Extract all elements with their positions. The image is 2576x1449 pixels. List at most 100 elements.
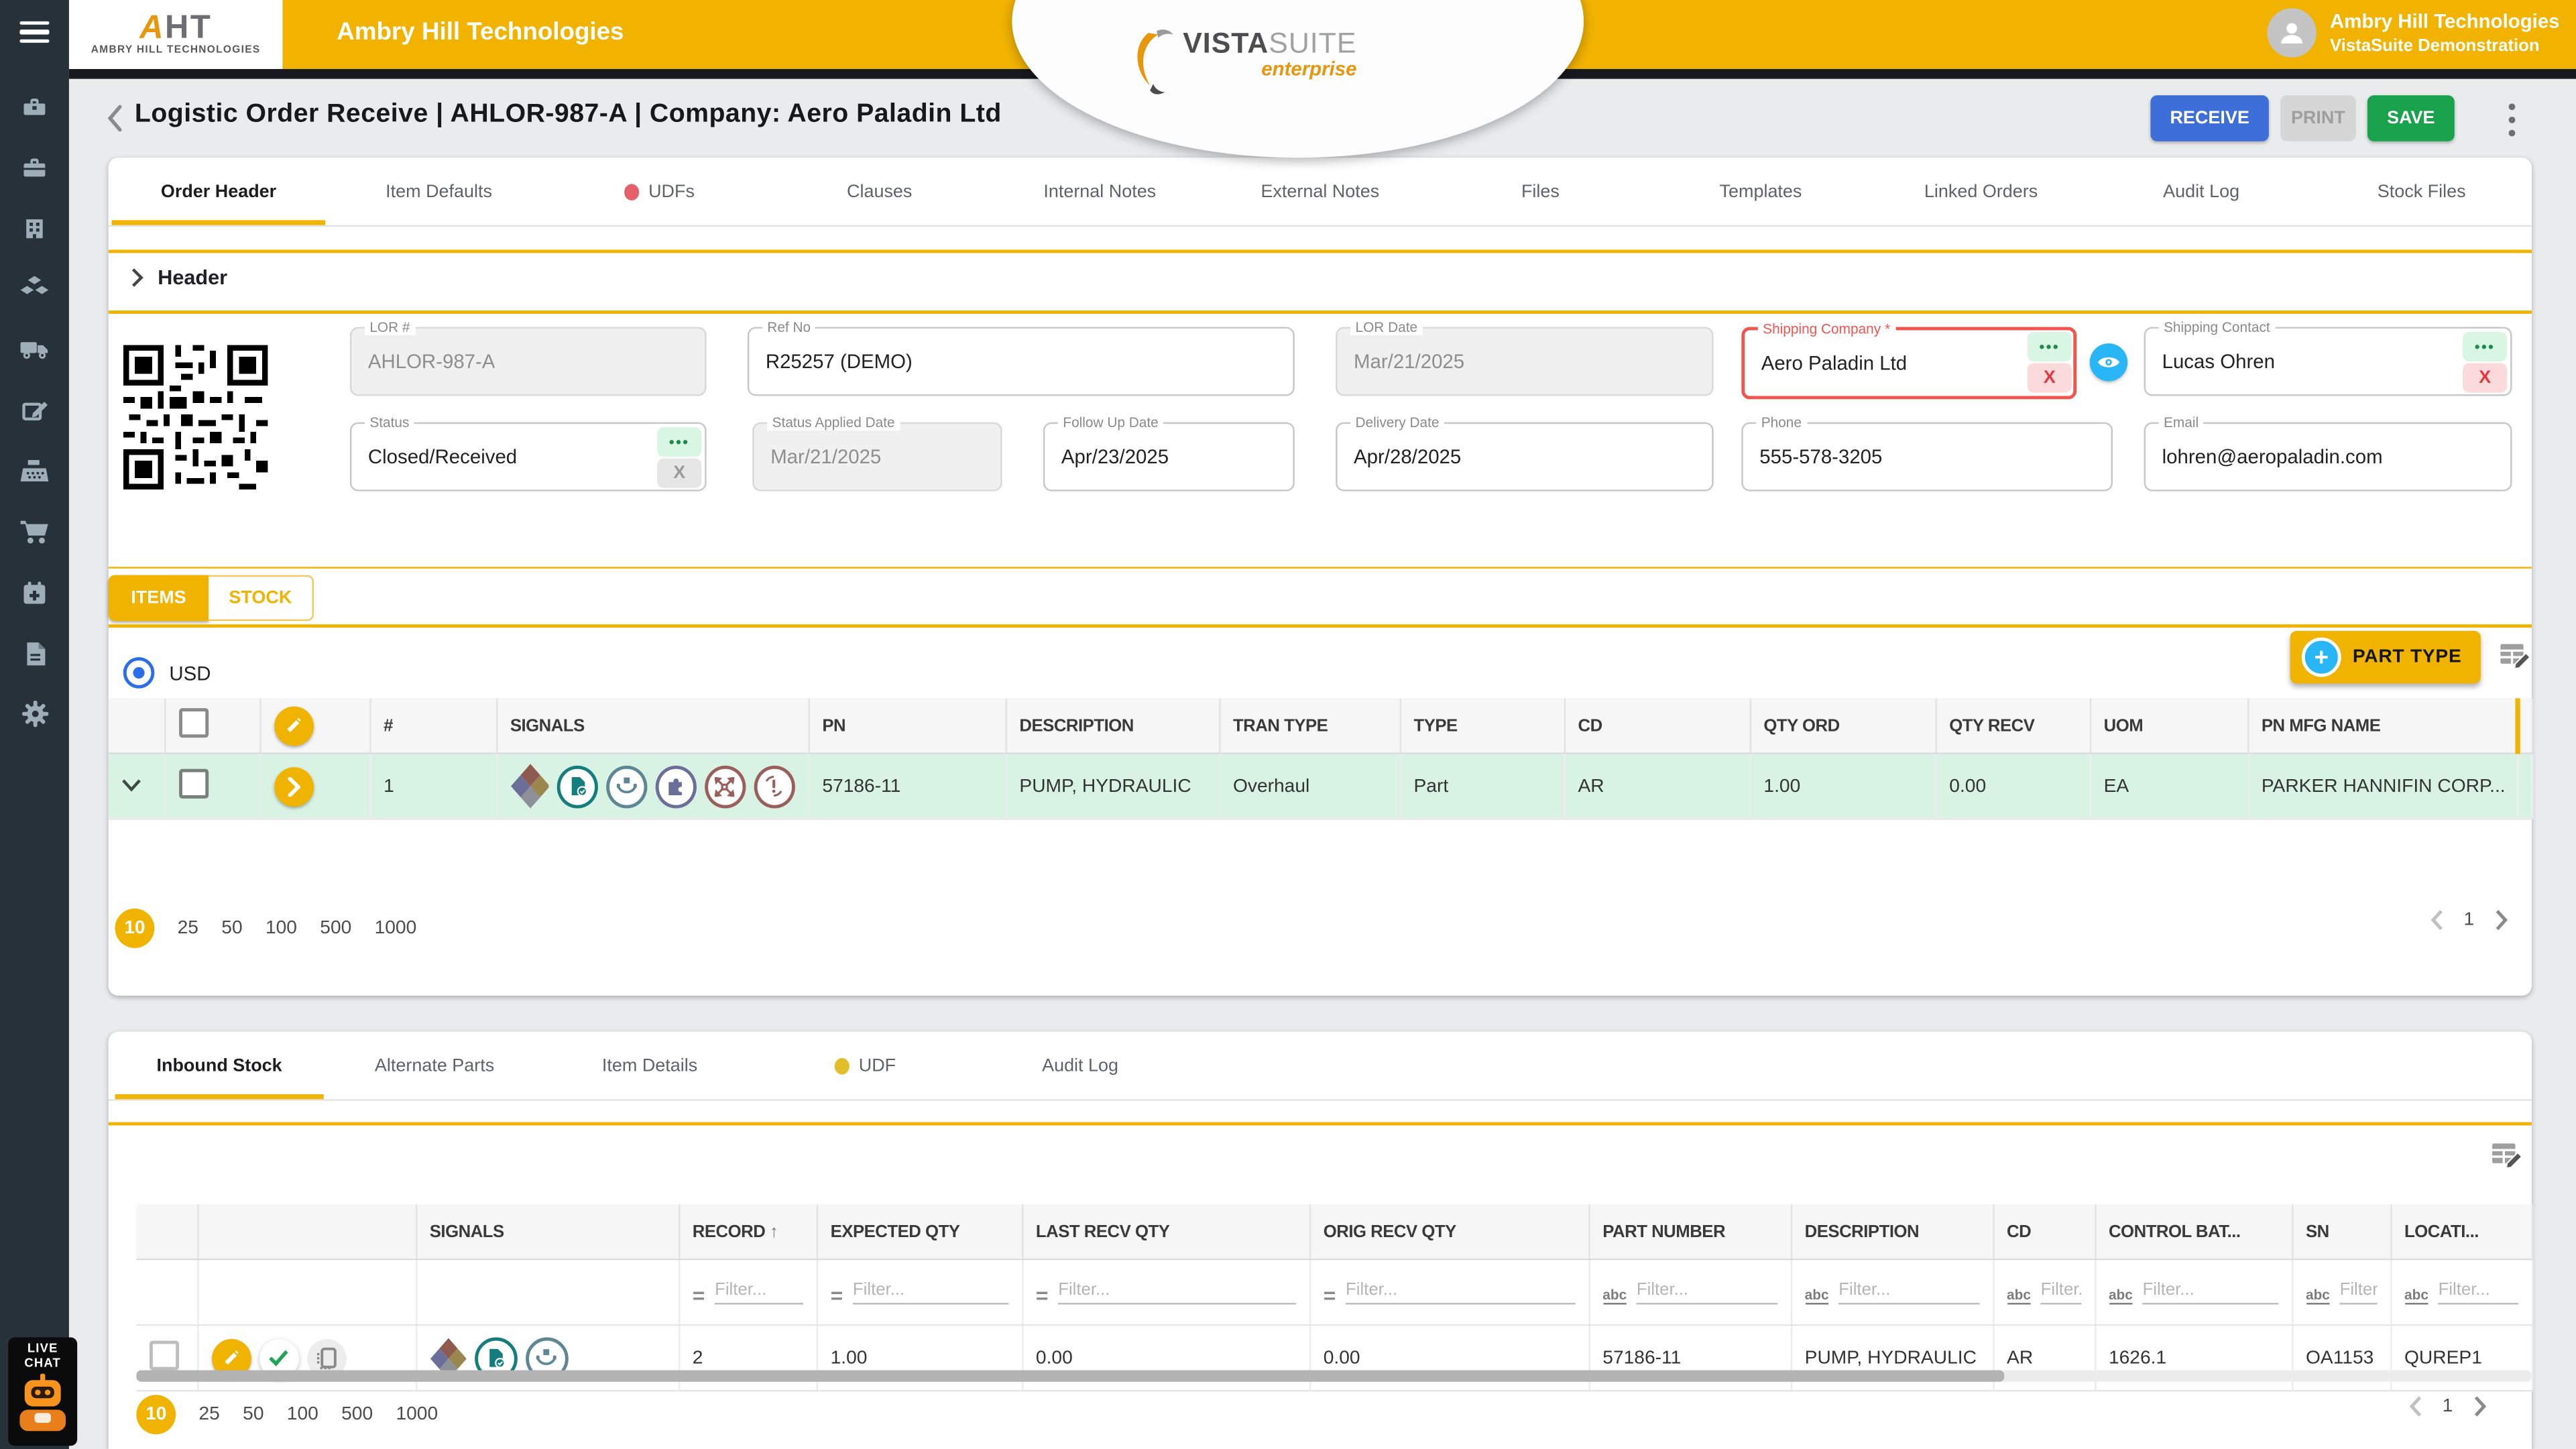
quad-diamond-signal-icon[interactable] <box>510 762 549 810</box>
col-description[interactable]: DESCRIPTION <box>1006 698 1220 753</box>
next-page-chevron-icon[interactable] <box>2473 1395 2487 1417</box>
expand-row-chevron-icon[interactable] <box>121 778 141 791</box>
shipping-contact-lookup-button[interactable]: ••• <box>2463 332 2507 361</box>
tab-inbound-stock[interactable]: Inbound Stock <box>112 1032 327 1099</box>
save-button[interactable]: SAVE <box>2367 95 2455 141</box>
col2-location[interactable]: LOCATI... <box>2390 1204 2532 1259</box>
detail-table-settings-icon[interactable] <box>2491 1142 2524 1178</box>
text-filter-icon[interactable]: abc <box>2109 1288 2133 1305</box>
shipping-company-lookup-button[interactable]: ••• <box>2028 332 2072 361</box>
items-toggle-button[interactable]: ITEMS <box>109 575 209 622</box>
add-part-type-button[interactable]: + PART TYPE <box>2290 631 2481 683</box>
col2-control-batch[interactable]: CONTROL BAT... <box>2095 1204 2292 1259</box>
current-page-number[interactable]: 1 <box>2463 910 2474 929</box>
col2-record[interactable]: RECORD ↑ <box>679 1204 817 1259</box>
settings-gear-icon[interactable] <box>19 700 49 728</box>
phone-field[interactable]: Phone 555-578-3205 <box>1741 422 2113 491</box>
status-lookup-button[interactable]: ••• <box>657 427 701 457</box>
back-chevron-icon[interactable] <box>105 103 125 133</box>
status-clear-button[interactable]: X <box>657 459 701 488</box>
tab-order-header[interactable]: Order Header <box>109 158 329 225</box>
col-signals[interactable]: SIGNALS <box>496 698 809 753</box>
page-size-25[interactable]: 25 <box>198 1405 219 1424</box>
horizontal-scrollbar[interactable] <box>136 1371 2532 1382</box>
user-menu[interactable]: Ambry Hill Technologies VistaSuite Demon… <box>2268 8 2560 58</box>
col-pn[interactable]: PN <box>809 698 1006 753</box>
col-type[interactable]: TYPE <box>1400 698 1564 753</box>
cd-filter-input[interactable] <box>2041 1280 2081 1305</box>
shipping-company-clear-button[interactable]: X <box>2028 363 2072 393</box>
location-filter-input[interactable] <box>2439 1280 2518 1305</box>
col-qty-recv[interactable]: QTY RECV <box>1935 698 2089 753</box>
status-field[interactable]: Status Closed/Received •••X <box>350 422 707 491</box>
current-page-number[interactable]: 1 <box>2443 1397 2453 1416</box>
shipping-contact-clear-button[interactable]: X <box>2463 363 2507 393</box>
tab-external-notes[interactable]: External Notes <box>1210 158 1431 225</box>
tab-item-defaults[interactable]: Item Defaults <box>329 158 549 225</box>
more-options-kebab-icon[interactable] <box>2507 103 2517 136</box>
delivery-date-field[interactable]: Delivery Date Apr/28/2025 <box>1336 422 1714 491</box>
description-filter-input[interactable] <box>1838 1280 1979 1305</box>
page-size-50[interactable]: 50 <box>243 1405 264 1424</box>
tab-linked-orders[interactable]: Linked Orders <box>1871 158 2091 225</box>
col2-part-number[interactable]: PART NUMBER <box>1588 1204 1790 1259</box>
prev-page-chevron-icon[interactable] <box>2429 909 2444 931</box>
col2-cd[interactable]: CD <box>1993 1204 2095 1259</box>
col2-sn[interactable]: SN <box>2292 1204 2390 1259</box>
page-size-100[interactable]: 100 <box>287 1405 318 1424</box>
table-settings-icon[interactable] <box>2499 642 2532 679</box>
live-chat-widget[interactable]: LIVE CHAT <box>8 1338 77 1446</box>
ref-no-field[interactable]: Ref No R25257 (DEMO) <box>748 327 1295 396</box>
col-next-truncated[interactable]: P <box>2517 698 2532 753</box>
col2-expected-qty[interactable]: EXPECTED QTY <box>817 1204 1022 1259</box>
col2-description[interactable]: DESCRIPTION <box>1791 1204 1993 1259</box>
tab-audit-log[interactable]: Audit Log <box>2091 158 2312 225</box>
items-row-1[interactable]: 1 57186-11 PUMP, HYDRAULIC Overhaul Part… <box>109 753 2532 819</box>
section-expand-chevron-icon[interactable] <box>130 268 145 287</box>
col2-orig-recv-qty[interactable]: ORIG RECV QTY <box>1309 1204 1589 1259</box>
page-size-1000[interactable]: 1000 <box>396 1405 438 1424</box>
control-batch-filter-input[interactable] <box>2143 1280 2278 1305</box>
calendar-add-icon[interactable] <box>19 579 49 607</box>
numeric-filter-icon[interactable]: = <box>1036 1287 1049 1305</box>
prev-page-chevron-icon[interactable] <box>2408 1395 2422 1417</box>
open-item-arrow-button[interactable] <box>274 766 313 806</box>
col-tran-type[interactable]: TRAN TYPE <box>1219 698 1400 753</box>
numeric-filter-icon[interactable]: = <box>693 1287 705 1305</box>
last-recv-qty-filter-input[interactable] <box>1058 1280 1295 1305</box>
shipping-contact-field[interactable]: Shipping Contact Lucas Ohren •••X <box>2144 327 2512 396</box>
part-number-filter-input[interactable] <box>1637 1280 1777 1305</box>
edit-note-icon[interactable] <box>19 396 49 424</box>
expected-qty-filter-input[interactable] <box>853 1280 1008 1305</box>
tab-internal-notes[interactable]: Internal Notes <box>990 158 1210 225</box>
parts-cubes-icon[interactable] <box>19 274 49 302</box>
document-check-signal-icon[interactable] <box>557 765 598 808</box>
col-pn-mfg-name[interactable]: PN MFG NAME <box>2247 698 2517 753</box>
document-icon[interactable] <box>19 639 49 667</box>
text-filter-icon[interactable]: abc <box>2007 1288 2031 1305</box>
stock-toggle-button[interactable]: STOCK <box>209 575 314 622</box>
page-size-25[interactable]: 25 <box>178 919 198 938</box>
page-size-500[interactable]: 500 <box>320 919 351 938</box>
orig-recv-qty-filter-input[interactable] <box>1346 1280 1575 1305</box>
text-filter-icon[interactable]: abc <box>2404 1288 2428 1305</box>
truck-icon[interactable] <box>19 335 49 363</box>
usd-radio-button[interactable] <box>123 657 155 689</box>
select-all-checkbox[interactable] <box>178 708 208 738</box>
follow-up-date-field[interactable]: Follow Up Date Apr/23/2025 <box>1043 422 1295 491</box>
tab-templates[interactable]: Templates <box>1651 158 1871 225</box>
puzzle-signal-icon[interactable] <box>655 765 696 808</box>
expand-arrows-signal-icon[interactable] <box>705 765 746 808</box>
text-filter-icon[interactable]: abc <box>2306 1288 2330 1305</box>
text-filter-icon[interactable]: abc <box>1805 1288 1829 1305</box>
page-size-1000[interactable]: 1000 <box>375 919 417 938</box>
col-number[interactable]: # <box>369 698 496 753</box>
tab-stock-files[interactable]: Stock Files <box>2311 158 2532 225</box>
edit-column-icon[interactable] <box>274 705 313 745</box>
cart-icon[interactable] <box>19 518 49 546</box>
tab-alternate-parts[interactable]: Alternate Parts <box>327 1032 542 1099</box>
view-company-eye-button[interactable] <box>2090 343 2127 381</box>
tab-files[interactable]: Files <box>1430 158 1651 225</box>
text-filter-icon[interactable]: abc <box>1602 1288 1627 1305</box>
tab-clauses[interactable]: Clauses <box>769 158 990 225</box>
